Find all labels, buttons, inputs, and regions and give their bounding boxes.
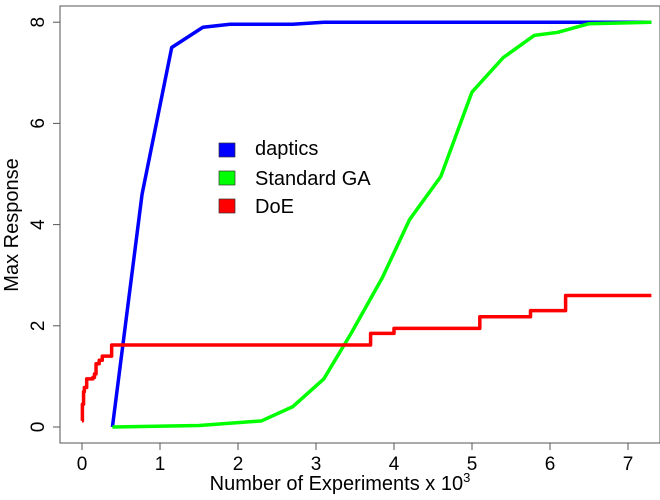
x-axis: 0 1 2 3 4 5 6 7 (77, 442, 634, 475)
y-axis-label: Max Response (1, 158, 23, 291)
x-tick-label: 0 (77, 454, 88, 475)
y-tick-label: 0 (28, 422, 49, 433)
legend: daptics Standard GA DoE (218, 138, 371, 218)
series-layer (80, 20, 652, 429)
y-axis: 0 2 4 6 8 (28, 17, 61, 433)
y-tick-label: 2 (28, 321, 49, 332)
x-axis-label: Number of Experiments x 103 (210, 470, 471, 495)
legend-swatch-daptics (218, 142, 236, 158)
plot-frame (59, 5, 660, 444)
x-axis-label-superscript: 3 (463, 470, 470, 485)
x-tick-label: 4 (389, 454, 400, 475)
x-tick-label: 2 (233, 454, 244, 475)
x-tick-label: 5 (467, 454, 478, 475)
x-tick-label: 3 (311, 454, 322, 475)
y-tick-label: 6 (28, 118, 49, 129)
x-tick-label: 1 (155, 454, 166, 475)
x-tick-label: 6 (545, 454, 556, 475)
series-line-standard-ga (112, 20, 652, 429)
series-line-daptics (110, 20, 652, 428)
legend-label-standard-ga: Standard GA (255, 168, 371, 190)
legend-swatch-doe (218, 198, 236, 214)
legend-label-doe: DoE (255, 196, 294, 218)
series-line-doe (80, 293, 652, 423)
x-tick-label: 7 (623, 454, 634, 475)
y-tick-label: 4 (28, 219, 49, 230)
y-tick-label: 8 (28, 17, 49, 28)
legend-label-daptics: daptics (255, 138, 318, 160)
legend-swatch-standard-ga (218, 170, 236, 186)
